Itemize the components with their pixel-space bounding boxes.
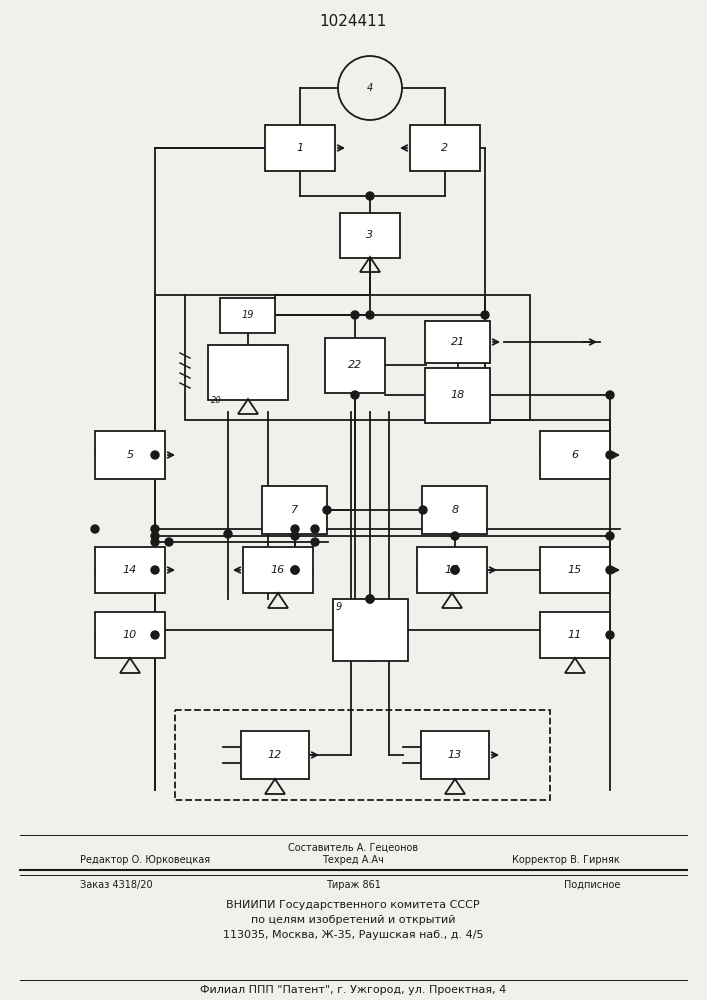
- Text: 22: 22: [348, 360, 362, 370]
- Text: 15: 15: [568, 565, 582, 575]
- Bar: [265, 125, 335, 171]
- Text: 13: 13: [448, 750, 462, 760]
- Circle shape: [606, 566, 614, 574]
- Text: 11: 11: [568, 630, 582, 640]
- Bar: [340, 213, 400, 257]
- Circle shape: [366, 192, 374, 200]
- Circle shape: [451, 566, 459, 574]
- Bar: [423, 486, 488, 534]
- Text: Редактор О. Юрковецкая: Редактор О. Юрковецкая: [80, 855, 210, 865]
- Text: 10: 10: [123, 630, 137, 640]
- Text: 9: 9: [336, 602, 342, 612]
- Circle shape: [481, 311, 489, 319]
- Circle shape: [451, 532, 459, 540]
- Text: ВНИИПИ Государственного комитета СССР: ВНИИПИ Государственного комитета СССР: [226, 900, 480, 910]
- Circle shape: [351, 311, 359, 319]
- Circle shape: [291, 566, 299, 574]
- Text: 18: 18: [451, 390, 465, 400]
- Circle shape: [151, 525, 159, 533]
- Circle shape: [291, 566, 299, 574]
- Circle shape: [351, 391, 359, 399]
- Bar: [243, 547, 313, 593]
- Text: 3: 3: [366, 230, 373, 240]
- Circle shape: [165, 538, 173, 546]
- Bar: [208, 345, 288, 400]
- Bar: [95, 431, 165, 479]
- Bar: [410, 125, 480, 171]
- Bar: [333, 599, 408, 661]
- Text: 5: 5: [127, 450, 134, 460]
- Bar: [540, 431, 610, 479]
- Text: 21: 21: [451, 337, 465, 347]
- Bar: [175, 710, 550, 800]
- Text: 16: 16: [271, 565, 285, 575]
- Circle shape: [451, 566, 459, 574]
- Text: по целям изобретений и открытий: по целям изобретений и открытий: [251, 915, 455, 925]
- Text: 1: 1: [296, 143, 303, 153]
- Bar: [95, 547, 165, 593]
- Text: 17: 17: [445, 565, 459, 575]
- Text: 20: 20: [211, 396, 222, 405]
- Bar: [185, 295, 530, 420]
- Circle shape: [291, 532, 299, 540]
- Circle shape: [311, 525, 319, 533]
- Circle shape: [291, 525, 299, 533]
- Text: 6: 6: [571, 450, 578, 460]
- Circle shape: [151, 566, 159, 574]
- Text: Составитель А. Гецеонов: Составитель А. Гецеонов: [288, 843, 418, 853]
- Circle shape: [606, 451, 614, 459]
- Bar: [262, 486, 327, 534]
- Text: 14: 14: [123, 565, 137, 575]
- Bar: [426, 321, 491, 363]
- Bar: [241, 731, 309, 779]
- Text: 7: 7: [291, 505, 298, 515]
- Bar: [540, 547, 610, 593]
- Circle shape: [366, 311, 374, 319]
- Bar: [325, 338, 385, 392]
- Circle shape: [224, 530, 232, 538]
- Circle shape: [366, 595, 374, 603]
- Circle shape: [419, 506, 427, 514]
- Circle shape: [151, 631, 159, 639]
- Text: 19: 19: [242, 310, 255, 320]
- Bar: [421, 731, 489, 779]
- Circle shape: [323, 506, 331, 514]
- Bar: [417, 547, 487, 593]
- Text: 4: 4: [367, 83, 373, 93]
- Circle shape: [311, 538, 319, 546]
- Bar: [95, 612, 165, 658]
- Text: 1024411: 1024411: [320, 14, 387, 29]
- Text: Заказ 4318/20: Заказ 4318/20: [80, 880, 153, 890]
- Text: 2: 2: [441, 143, 448, 153]
- Text: Тираж 861: Тираж 861: [325, 880, 380, 890]
- Circle shape: [91, 525, 99, 533]
- Text: Корректор В. Гирняк: Корректор В. Гирняк: [513, 855, 620, 865]
- Bar: [426, 367, 491, 422]
- Circle shape: [151, 538, 159, 546]
- Circle shape: [606, 391, 614, 399]
- Bar: [221, 298, 276, 332]
- Circle shape: [606, 631, 614, 639]
- Circle shape: [366, 595, 374, 603]
- Text: Подписное: Подписное: [563, 880, 620, 890]
- Circle shape: [151, 532, 159, 540]
- Text: Техред А.Ач: Техред А.Ач: [322, 855, 384, 865]
- Circle shape: [151, 451, 159, 459]
- Text: Филиал ППП "Патент", г. Ужгород, ул. Проектная, 4: Филиал ППП "Патент", г. Ужгород, ул. Про…: [200, 985, 506, 995]
- Text: 12: 12: [268, 750, 282, 760]
- Text: 8: 8: [452, 505, 459, 515]
- Text: 113035, Москва, Ж-35, Раушская наб., д. 4/5: 113035, Москва, Ж-35, Раушская наб., д. …: [223, 930, 484, 940]
- Circle shape: [606, 532, 614, 540]
- Bar: [540, 612, 610, 658]
